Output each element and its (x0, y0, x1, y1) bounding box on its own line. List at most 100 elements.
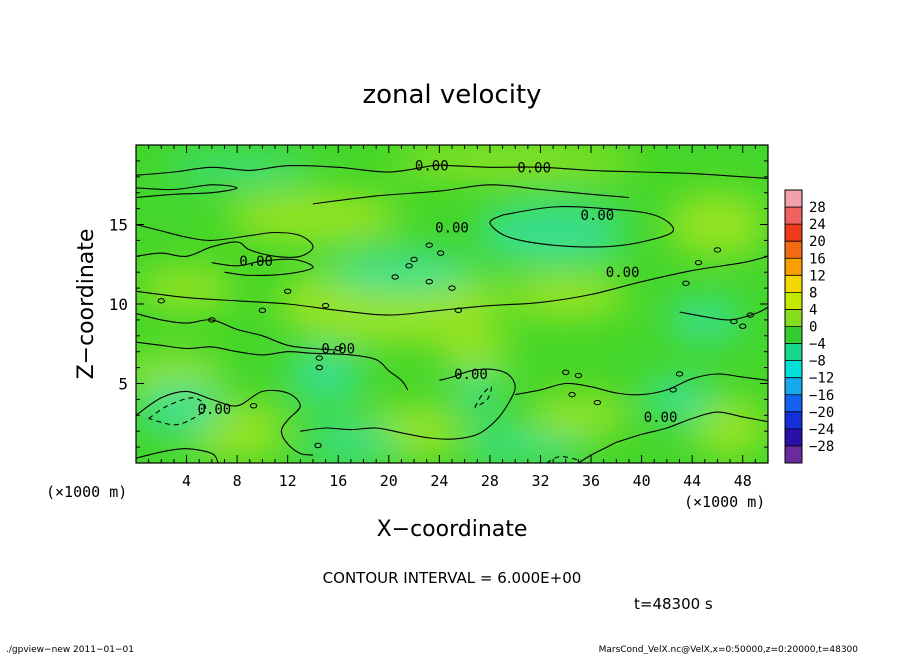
x-tick-label: 4 (182, 472, 191, 490)
contour-zero (136, 255, 768, 316)
contour-zero (616, 411, 768, 443)
y-tick-label: 5 (118, 375, 128, 394)
contour-negative (148, 397, 207, 426)
y-tick-label: 15 (109, 216, 128, 235)
colorbar-label: 8 (809, 285, 817, 301)
footer-left: ./gpview−new 2011−01−01 (6, 645, 134, 654)
contour-small-loop (425, 279, 433, 285)
negative-region (477, 200, 629, 265)
contour-label: 0.00 (321, 342, 355, 358)
negative-region (300, 423, 402, 462)
negative-region (161, 156, 313, 182)
contour-small-loop (739, 323, 747, 329)
contour-zero (578, 441, 617, 463)
contour-small-loop (410, 256, 418, 263)
contour-zero (136, 223, 314, 258)
negative-region (666, 297, 743, 343)
contour-zero (136, 312, 339, 351)
contour-label: 0.00 (435, 221, 469, 237)
contour-small-loop (334, 345, 342, 352)
contour-zero (679, 306, 768, 321)
x-tick-label: 12 (279, 472, 297, 490)
contour-interval-text: CONTOUR INTERVAL = 6.000E+00 (323, 569, 582, 587)
contour-zero (211, 258, 314, 276)
colorbar-label: −24 (809, 422, 834, 438)
positive-region (439, 332, 516, 371)
contour-small-loop (593, 399, 602, 406)
contour-small-loop (562, 369, 570, 376)
contour-small-loop (157, 298, 165, 304)
contour-small-loop (448, 285, 456, 291)
colorbar-swatch (785, 224, 802, 242)
contour-small-loop (208, 317, 216, 323)
colorbar-swatch (785, 326, 802, 344)
y-axis-ticks: 5 10 15 (109, 160, 768, 448)
x-tick-label: 8 (233, 472, 242, 490)
contour-label: 0.00 (644, 410, 678, 426)
contour-small-loop (315, 355, 323, 361)
contour-zero (312, 184, 630, 205)
contour-small-loop (249, 403, 258, 409)
contour-label: 0.00 (581, 208, 615, 224)
x-tick-label: 28 (481, 472, 499, 490)
colorbar-label: 0 (809, 320, 817, 336)
positive-region (502, 273, 629, 319)
colorbar-swatch (785, 445, 802, 464)
positive-region (136, 267, 238, 309)
contour-small-loop (436, 250, 445, 256)
contour-small-loop (713, 247, 722, 253)
contour-zero (136, 341, 409, 391)
positive-region (666, 192, 768, 257)
x-tick-label: 24 (430, 472, 448, 490)
x-tick-label: 44 (683, 472, 701, 490)
colorbar-swatch (785, 377, 802, 396)
contour-lines (136, 164, 768, 463)
colorbar-label: 20 (809, 234, 826, 250)
chart-title: zonal velocity (362, 80, 541, 110)
contour-small-loop (425, 242, 433, 248)
colorbar-swatch (785, 343, 802, 362)
contour-label: 0.00 (415, 159, 449, 175)
contour-small-loop (391, 274, 399, 280)
y-unit-label: (×1000 m) (46, 483, 127, 501)
colorbar-swatch (785, 411, 802, 430)
contour-label: 0.00 (606, 265, 640, 281)
contour-negative (474, 386, 492, 408)
colorbar-label: −12 (809, 371, 834, 387)
x-tick-label: 20 (380, 472, 398, 490)
colorbar-swatch (785, 190, 802, 208)
colorbar-swatch (785, 394, 802, 413)
colorbar-swatch (785, 258, 802, 276)
negative-region (287, 346, 364, 405)
contour-negative (546, 456, 579, 463)
negative-region (641, 377, 718, 422)
plot-area: 0.00 0.00 0.00 0.00 0.00 0.00 0.00 0.00 0.00 0.00 (136, 145, 768, 463)
y-tick-label: 10 (109, 295, 128, 314)
contour-label: 0.00 (198, 402, 232, 418)
contour-small-loop (746, 312, 755, 318)
contour-zero (136, 389, 314, 456)
contour-zero (136, 164, 768, 179)
contour-zero (136, 184, 238, 199)
contour-small-loop (694, 259, 703, 266)
contour-small-loop (315, 364, 323, 371)
colorbar-swatch (785, 292, 802, 310)
contour-small-loop (730, 318, 738, 325)
colorbar-swatch (785, 275, 802, 293)
x-axis-title: X−coordinate (377, 517, 528, 542)
contour-small-loop (568, 391, 576, 398)
contour-small-loop (314, 442, 322, 449)
colorbar-label: 12 (809, 268, 826, 284)
colorbar-label: −28 (809, 439, 834, 455)
contour-zero (300, 368, 516, 440)
colorbar-swatch (785, 207, 802, 225)
positive-region (692, 399, 768, 457)
contour-labels: 0.00 0.00 0.00 0.00 0.00 0.00 0.00 0.00 0.00 0.00 (198, 159, 678, 426)
y-axis-title: Z−coordinate (74, 229, 99, 380)
positive-region (527, 394, 629, 436)
colorbar-label: 16 (809, 251, 826, 267)
colorbar-swatch (785, 428, 802, 447)
positive-region (388, 145, 642, 177)
